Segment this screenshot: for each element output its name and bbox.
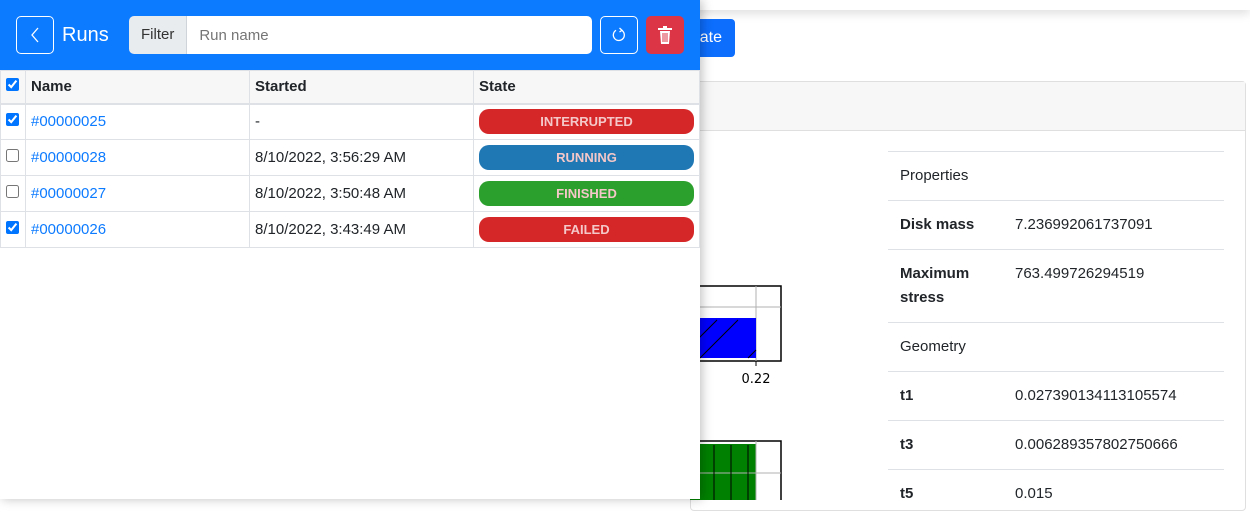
property-value: 0.027390134113105574 [1003, 372, 1224, 421]
bar-plot-green [690, 440, 800, 500]
column-header-name[interactable]: Name [26, 71, 250, 104]
property-value: 7.236992061737091 [1003, 201, 1224, 250]
property-value: 763.499726294519 [1003, 250, 1224, 323]
property-value: 0.006289357802750666 [1003, 421, 1224, 470]
property-key: Maximum stress [888, 250, 1003, 323]
state-badge: FINISHED [479, 181, 694, 206]
property-key: t5 [888, 470, 1003, 518]
card-header [691, 82, 1245, 131]
table-row[interactable]: #00000027 8/10/2022, 3:50:48 AM FINISHED [1, 176, 700, 212]
back-button[interactable] [16, 16, 54, 54]
started-cell: - [250, 104, 474, 140]
property-key: Properties [888, 152, 1003, 201]
property-value [1003, 152, 1224, 201]
row-checkbox[interactable] [6, 221, 19, 234]
trash-icon [658, 26, 672, 44]
property-row: Geometry [888, 323, 1224, 372]
filter-group: Filter [129, 16, 592, 54]
top-navbar [690, 0, 1250, 10]
runs-panel-header: Runs Filter [0, 0, 700, 70]
row-checkbox[interactable] [6, 113, 19, 126]
state-badge: RUNNING [479, 145, 694, 170]
property-key: t3 [888, 421, 1003, 470]
refresh-icon [611, 27, 627, 43]
filter-label: Filter [129, 16, 187, 54]
refresh-button[interactable] [600, 16, 638, 54]
run-link[interactable]: #00000025 [31, 113, 106, 130]
table-header-row: Name Started State [1, 71, 700, 104]
property-key: Geometry [888, 323, 1003, 372]
tick-label: 0.22 [742, 372, 771, 387]
run-link[interactable]: #00000028 [31, 149, 106, 166]
started-cell: 8/10/2022, 3:43:49 AM [250, 212, 474, 248]
row-checkbox[interactable] [6, 185, 19, 198]
started-cell: 8/10/2022, 3:50:48 AM [250, 176, 474, 212]
started-cell: 8/10/2022, 3:56:29 AM [250, 140, 474, 176]
table-row[interactable]: #00000026 8/10/2022, 3:43:49 AM FAILED [1, 212, 700, 248]
run-link[interactable]: #00000026 [31, 221, 106, 238]
select-all-checkbox[interactable] [6, 78, 19, 91]
property-key: Disk mass [888, 201, 1003, 250]
runs-panel: Runs Filter Name Started State #00000025… [0, 0, 700, 499]
state-badge: FAILED [479, 217, 694, 242]
row-checkbox[interactable] [6, 149, 19, 162]
chevron-left-icon [30, 27, 40, 43]
panel-title: Runs [62, 24, 129, 47]
runs-table: Name Started State #00000025 - INTERRUPT… [0, 70, 700, 248]
property-row: Properties [888, 152, 1224, 201]
bar-plot-blue: 0.22 [690, 280, 800, 390]
column-header-started[interactable]: Started [250, 71, 474, 104]
property-key: t1 [888, 372, 1003, 421]
property-value [1003, 323, 1224, 372]
run-link[interactable]: #00000027 [31, 185, 106, 202]
property-value: 0.015 [1003, 470, 1224, 518]
run-name-filter-input[interactable] [187, 16, 592, 54]
state-badge: INTERRUPTED [479, 109, 694, 134]
table-row[interactable]: #00000028 8/10/2022, 3:56:29 AM RUNNING [1, 140, 700, 176]
column-header-state[interactable]: State [474, 71, 700, 104]
delete-button[interactable] [646, 16, 684, 54]
table-row[interactable]: #00000025 - INTERRUPTED [1, 104, 700, 140]
